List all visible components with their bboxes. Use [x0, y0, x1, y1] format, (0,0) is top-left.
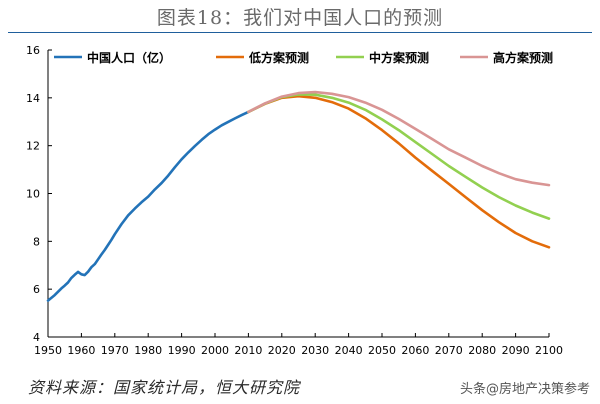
chart-ticks: 4 6 8 10 12 14 16 1950 1960 1970 1980 1990 2000 2010 2… — [26, 44, 563, 357]
x-tick-label: 2100 — [535, 344, 563, 357]
x-tick-label: 2070 — [435, 344, 463, 357]
legend-label-low: 低方案预测 — [248, 50, 309, 65]
legend-label-mid: 中方案预测 — [369, 50, 429, 65]
x-tick-label: 1950 — [34, 344, 62, 357]
series-line-high — [247, 90, 551, 187]
source-note: 资料来源：国家统计局，恒大研究院 — [28, 378, 301, 397]
x-tick-label: 2040 — [335, 344, 363, 357]
series-line-mid — [247, 93, 551, 220]
chart-series-lines — [46, 90, 551, 302]
x-tick-label: 2020 — [268, 344, 296, 357]
x-tick-label: 2050 — [368, 344, 396, 357]
series-line-low — [247, 94, 551, 249]
x-tick-label: 2010 — [234, 344, 262, 357]
y-tick-label: 16 — [26, 44, 40, 57]
x-tick-label: 1970 — [101, 344, 129, 357]
chart-legend: 中国人口（亿） 低方案预测 中方案预测 高方案预测 — [54, 50, 553, 65]
y-tick-label: 10 — [26, 188, 40, 201]
x-tick-label: 2000 — [201, 344, 229, 357]
figure-title: 图表18：我们对中国人口的预测 — [156, 7, 444, 29]
series-line-historical — [46, 110, 250, 302]
legend-label-high: 高方案预测 — [493, 50, 553, 65]
x-tick-label: 2090 — [502, 344, 530, 357]
legend-label-historical: 中国人口（亿） — [87, 50, 171, 65]
x-tick-label: 2060 — [401, 344, 429, 357]
watermark: 头条@房地产决策参考 — [457, 378, 592, 397]
x-tick-label: 1960 — [67, 344, 95, 357]
title-rule — [8, 32, 592, 33]
y-tick-label: 12 — [26, 140, 40, 153]
x-tick-label: 1990 — [168, 344, 196, 357]
y-tick-label: 4 — [33, 331, 40, 344]
x-tick-label: 2080 — [468, 344, 496, 357]
x-tick-label: 1980 — [134, 344, 162, 357]
x-tick-label: 2030 — [301, 344, 329, 357]
y-tick-label: 14 — [26, 92, 40, 105]
y-tick-label: 6 — [33, 283, 40, 296]
y-tick-label: 8 — [33, 235, 40, 248]
